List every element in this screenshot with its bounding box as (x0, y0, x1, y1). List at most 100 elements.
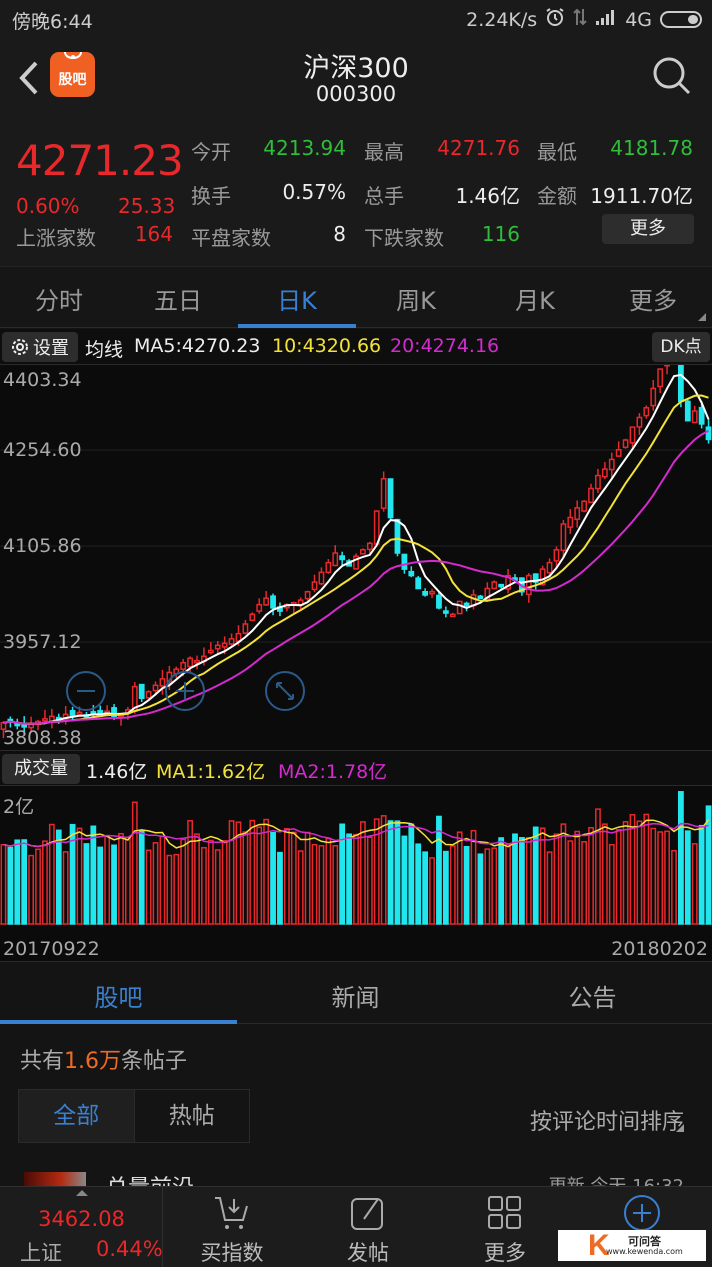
post-title: 总量前沿 (106, 1170, 194, 1186)
fullscreen-button[interactable] (264, 670, 306, 712)
post-count-suffix: 条帖子 (121, 1049, 188, 1074)
post-count-prefix: 共有 (20, 1049, 65, 1074)
expand-up-icon (76, 1190, 88, 1196)
down-count-label: 下跌家数 (364, 226, 444, 250)
filter-hot[interactable]: 热帖 (168, 1103, 215, 1129)
guba-logo-button[interactable]: 股吧 (50, 52, 95, 97)
y-tick-label: 3957.12 (3, 631, 82, 653)
status-bar: 傍晚6:44 2.24K/s 4G (0, 0, 712, 38)
alarm-icon (545, 7, 565, 32)
volume-label: 总手 (364, 184, 404, 208)
signal-icon (595, 8, 617, 31)
kline-plot (0, 351, 712, 739)
low-label: 最低 (537, 140, 577, 164)
tab-announcements[interactable]: 公告 (568, 984, 617, 1012)
search-button[interactable] (652, 56, 692, 96)
index-name: 上证 (20, 1241, 62, 1265)
chevron-left-icon (19, 61, 38, 95)
dropdown-triangle-icon (698, 313, 706, 321)
ma5-value: MA5:4270.23 (134, 335, 261, 357)
gear-icon (12, 339, 28, 355)
page-title: 沪深300 (303, 53, 409, 84)
watermark: K 可问答 www.kewenda.com (558, 1229, 706, 1262)
zoom-in-button[interactable] (164, 670, 206, 712)
quote-panel: 4271.23 0.60% 25.33 上涨家数 164 今开 4213.94 … (0, 128, 712, 266)
amount-value: 1911.70亿 (590, 184, 693, 208)
active-tab-indicator (238, 324, 356, 328)
active-tab-indicator (0, 1020, 237, 1024)
back-button[interactable] (14, 58, 44, 98)
end-date: 20180202 (611, 938, 708, 960)
post-item[interactable]: 总量前沿 更新 今天 16:32 (0, 1150, 712, 1186)
watermark-logo: K (588, 1229, 610, 1262)
content-tabs: 股吧 新闻 公告 (0, 962, 712, 1024)
ma10-value: 10:4320.66 (272, 335, 382, 357)
net-speed: 2.24K/s (466, 8, 538, 31)
tab-intraday[interactable]: 分时 (35, 287, 83, 315)
volume-ma2: MA2:1.78亿 (278, 761, 388, 783)
buy-index-button[interactable]: 买指数 (164, 1187, 300, 1267)
high-value: 4271.76 (437, 136, 520, 160)
guba-logo-icon (64, 52, 82, 59)
high-label: 最高 (364, 140, 404, 164)
volume-indicator-button[interactable]: 成交量 (2, 754, 80, 784)
sort-dropdown[interactable]: 按评论时间排序 (529, 1110, 684, 1135)
status-time: 傍晚6:44 (12, 11, 93, 33)
low-value: 4181.78 (610, 136, 693, 160)
sort-triangle-icon (676, 1124, 684, 1132)
cart-icon (215, 1197, 248, 1229)
tab-more[interactable]: 更多 (629, 287, 677, 315)
open-label: 今开 (191, 140, 231, 164)
y-tick-label: 4254.60 (3, 439, 82, 461)
compose-icon (351, 1198, 383, 1230)
compose-post-button[interactable]: 发帖 (300, 1187, 436, 1267)
up-count-label: 上涨家数 (16, 226, 96, 250)
kline-chart[interactable]: 4403.34 4254.60 4105.86 3957.12 3808.38 (0, 351, 712, 750)
tab-daily-k[interactable]: 日K (277, 287, 317, 315)
buy-index-label: 买指数 (200, 1241, 264, 1265)
date-axis: 20170922 20180202 (0, 936, 712, 962)
network-type: 4G (625, 8, 652, 31)
turnover-value: 0.57% (282, 180, 346, 204)
post-time: 更新 今天 16:32 (549, 1172, 684, 1186)
compose-post-label: 发帖 (347, 1241, 389, 1265)
start-date: 20170922 (3, 938, 100, 960)
volume-chart[interactable]: 2亿 (0, 786, 712, 936)
logo-label: 股吧 (58, 72, 87, 88)
post-count: 共有1.6万条帖子 (20, 1043, 187, 1075)
dk-point-button[interactable]: DK点 (652, 332, 710, 362)
more-menu-button[interactable]: 更多 (437, 1187, 573, 1267)
tab-five-day[interactable]: 五日 (154, 287, 202, 315)
flat-count: 8 (333, 222, 346, 246)
amount-label: 金额 (537, 184, 577, 208)
y-tick-label: 4403.34 (3, 369, 82, 391)
volume-latest: 1.46亿 (86, 761, 148, 783)
index-ticker[interactable]: 3462.08 上证 0.44% (0, 1187, 163, 1267)
filter-all[interactable]: 全部 (19, 1090, 135, 1142)
change-percent: 0.60% (16, 194, 80, 218)
tab-news[interactable]: 新闻 (331, 984, 380, 1012)
current-price: 4271.23 (16, 136, 184, 185)
stock-code: 000300 (315, 82, 397, 106)
volume-legend-bar: 成交量 1.46亿 MA1:1.62亿 MA2:1.78亿 (0, 750, 712, 786)
settings-label: 设置 (33, 338, 69, 359)
app-header: 股吧 沪深300 000300 (0, 38, 712, 128)
more-quote-button[interactable]: 更多 (602, 214, 694, 244)
more-menu-label: 更多 (484, 1241, 526, 1265)
search-icon (653, 57, 691, 95)
index-price: 3462.08 (38, 1207, 125, 1231)
post-count-value: 1.6万 (64, 1049, 122, 1074)
volume-axis-label: 2亿 (3, 796, 35, 818)
battery-icon (660, 11, 702, 28)
post-filter: 全部 热帖 (18, 1089, 250, 1143)
tab-monthly-k[interactable]: 月K (515, 287, 555, 315)
down-count: 116 (481, 222, 520, 246)
watermark-text: 可问答 (628, 1235, 661, 1248)
turnover-label: 换手 (191, 184, 231, 208)
settings-button[interactable]: 设置 (2, 332, 78, 362)
ma20-value: 20:4274.16 (390, 335, 500, 357)
tab-guba[interactable]: 股吧 (94, 984, 143, 1012)
tab-weekly-k[interactable]: 周K (396, 287, 436, 315)
ma-title: 均线 (85, 339, 124, 361)
zoom-out-button[interactable] (65, 670, 107, 712)
